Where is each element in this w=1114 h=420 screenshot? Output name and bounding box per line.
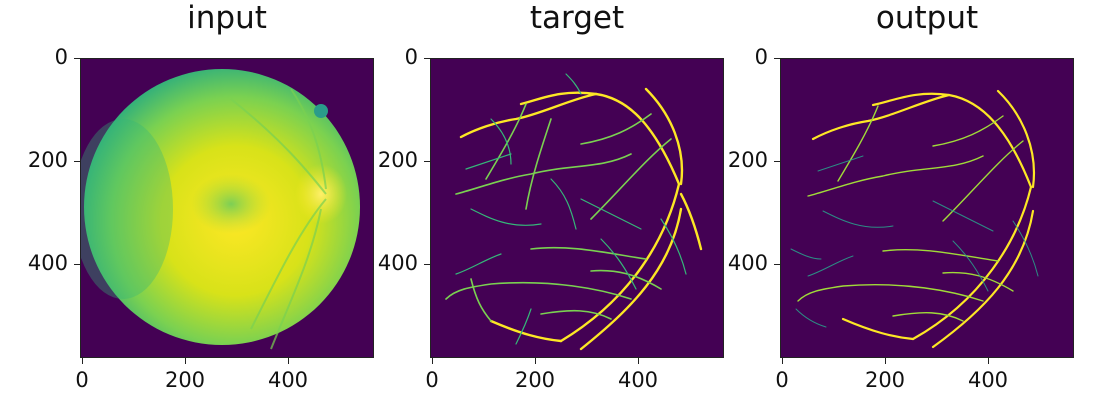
ytick-label: 400 [727, 251, 768, 275]
panel-title-input: input [187, 0, 267, 36]
xtick-mark [885, 358, 886, 364]
xtick-label: 0 [75, 368, 89, 392]
ytick-label: 200 [727, 148, 768, 172]
xtick-mark [288, 358, 289, 364]
ytick-mark [774, 58, 780, 59]
ytick-mark [74, 264, 80, 265]
ytick-mark [424, 161, 430, 162]
ytick-label: 400 [27, 251, 68, 275]
ytick-label: 0 [404, 45, 418, 69]
target-vessel-map [430, 58, 724, 358]
xtick-label: 400 [967, 368, 1009, 392]
xtick-mark [432, 358, 433, 364]
xtick-label: 0 [425, 368, 439, 392]
xtick-label: 200 [164, 368, 206, 392]
output-vessel-map [780, 58, 1074, 358]
ytick-mark [424, 58, 430, 59]
xtick-mark [535, 358, 536, 364]
xtick-label: 200 [514, 368, 556, 392]
ytick-mark [774, 161, 780, 162]
xtick-mark [82, 358, 83, 364]
ytick-mark [774, 264, 780, 265]
xtick-label: 400 [267, 368, 309, 392]
panel-target: target [378, 0, 724, 392]
panel-output: output [728, 0, 1074, 392]
xtick-mark [782, 358, 783, 364]
panel-input: input [28, 0, 374, 392]
ytick-mark [74, 161, 80, 162]
fundus-image [80, 58, 374, 358]
ytick-label: 0 [754, 45, 768, 69]
panel-title-output: output [875, 0, 979, 36]
ytick-mark [74, 58, 80, 59]
xtick-mark [185, 358, 186, 364]
ytick-label: 200 [377, 148, 418, 172]
panel-title-target: target [529, 0, 625, 36]
ytick-mark [424, 264, 430, 265]
ytick-label: 200 [27, 148, 68, 172]
xtick-label: 0 [775, 368, 789, 392]
ytick-label: 0 [54, 45, 68, 69]
xtick-mark [988, 358, 989, 364]
xtick-label: 200 [864, 368, 906, 392]
ytick-label: 400 [377, 251, 418, 275]
xtick-label: 400 [617, 368, 659, 392]
xtick-mark [638, 358, 639, 364]
